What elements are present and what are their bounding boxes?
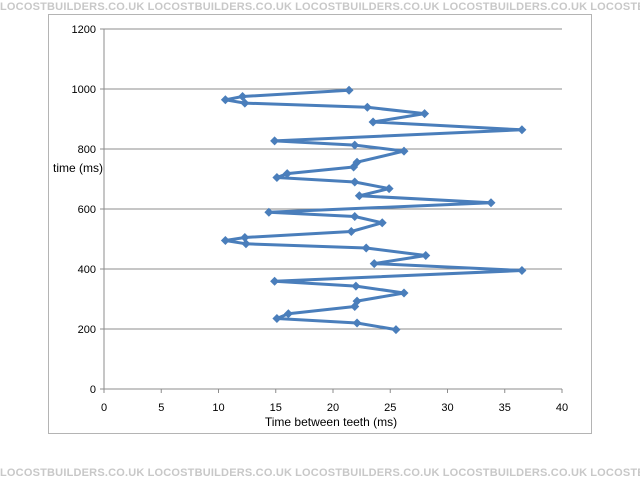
y-tick-labels: 0 200 400 600 800 1000 1200 — [72, 24, 96, 396]
data-point — [399, 288, 409, 298]
x-tick-label: 20 — [327, 402, 339, 414]
y-tick-label: 600 — [78, 204, 96, 216]
watermark-text: LOCOSTBUILDERS.CO.UK — [442, 467, 588, 479]
watermark-text: LOCOSTBUILDERS.CO.UK — [147, 1, 293, 13]
data-point — [399, 146, 409, 156]
data-point — [369, 259, 379, 269]
y-tick-label: 1000 — [72, 84, 96, 96]
data-point — [368, 117, 378, 127]
data-point — [350, 177, 360, 187]
data-point — [220, 236, 230, 245]
axes — [100, 28, 563, 393]
data-point — [240, 233, 250, 242]
y-tick-label: 200 — [78, 324, 96, 336]
data-point — [384, 184, 394, 194]
watermark-text: LOCOSTBUILDERS.CO.UK — [295, 1, 440, 13]
data-point — [350, 212, 360, 221]
data-point — [517, 125, 527, 135]
data-point — [350, 140, 360, 150]
data-point — [351, 281, 361, 291]
x-tick-label: 5 — [158, 402, 164, 414]
chart-svg: 0 200 400 600 800 1000 1200 0 5 10 15 20 25 30 35 40 t… — [53, 24, 568, 429]
watermark-text: LOCOSTBUILDERS.CO.UK — [295, 467, 440, 479]
data-point — [352, 157, 362, 167]
chart-frame: 0 200 400 600 800 1000 1200 0 5 10 15 20 25 30 35 40 t… — [48, 14, 592, 434]
data-point — [220, 95, 230, 105]
x-tick-labels: 0 5 10 15 20 25 30 35 40 — [101, 402, 568, 414]
series-group — [220, 85, 527, 335]
data-point — [486, 198, 496, 208]
watermark-top: LOCOSTBUILDERS.CO.UK LOCOSTBUILDERS.CO.UK… — [0, 0, 640, 14]
watermark-bottom: LOCOSTBUILDERS.CO.UK LOCOSTBUILDERS.CO.UK… — [0, 466, 640, 480]
data-point — [272, 173, 282, 182]
watermark-text: LOCOSTBUILDERS.CO.UK — [147, 467, 293, 479]
data-point — [270, 276, 280, 286]
y-tick-label: 400 — [78, 264, 96, 276]
data-point — [352, 318, 362, 328]
x-tick-label: 30 — [441, 402, 453, 414]
data-point — [270, 136, 280, 146]
y-tick-label: 0 — [90, 384, 96, 396]
data-point — [391, 325, 401, 335]
x-tick-label: 25 — [384, 402, 396, 414]
data-point — [420, 109, 430, 119]
x-tick-label: 10 — [212, 402, 224, 414]
x-tick-label: 35 — [499, 402, 511, 414]
data-point — [421, 251, 431, 260]
x-tick-label: 40 — [556, 402, 568, 414]
data-point — [517, 266, 527, 275]
data-point — [346, 227, 356, 236]
data-point — [238, 92, 248, 101]
y-tick-label: 1200 — [72, 24, 96, 36]
data-point — [344, 85, 354, 95]
data-point — [377, 218, 387, 228]
data-point — [361, 243, 371, 253]
watermark-text: LOCOSTBUILDERS.CO.UK — [590, 467, 640, 479]
data-point — [241, 239, 251, 249]
y-axis-title: time (ms) — [53, 161, 103, 175]
y-tick-label: 800 — [78, 144, 96, 156]
data-point — [282, 169, 292, 179]
data-point — [362, 102, 372, 112]
x-tick-label: 0 — [101, 402, 107, 414]
watermark-text: LOCOSTBUILDERS.CO.UK — [442, 1, 588, 13]
data-point — [272, 314, 282, 323]
x-tick-label: 15 — [270, 402, 282, 414]
watermark-text: LOCOSTBUILDERS.CO.UK — [0, 467, 145, 479]
data-point — [352, 296, 362, 306]
watermark-text: LOCOSTBUILDERS.CO.UK — [590, 1, 640, 13]
data-point — [354, 191, 364, 201]
data-point — [264, 207, 274, 217]
x-axis-title: Time between teeth (ms) — [265, 415, 397, 429]
watermark-text: LOCOSTBUILDERS.CO.UK — [0, 1, 145, 13]
data-point — [283, 309, 293, 319]
